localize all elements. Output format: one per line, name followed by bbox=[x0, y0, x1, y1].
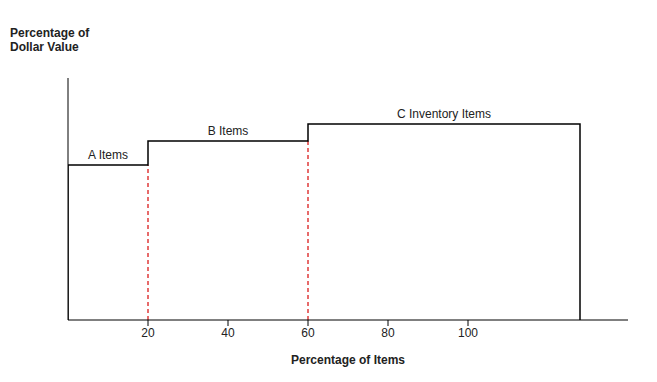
svg-text:40: 40 bbox=[221, 326, 235, 340]
svg-text:100: 100 bbox=[458, 326, 478, 340]
svg-text:B Items: B Items bbox=[208, 124, 249, 138]
svg-text:60: 60 bbox=[301, 326, 315, 340]
svg-text:80: 80 bbox=[381, 326, 395, 340]
html-text:Percentage of Dollar Value: Percentage of Dollar Value bbox=[10, 26, 90, 54]
svg-text:A Items: A Items bbox=[88, 148, 128, 162]
svg-text:Percentage of Items: Percentage of Items bbox=[291, 353, 405, 367]
svg-text:20: 20 bbox=[141, 326, 155, 340]
svg-text:C Inventory Items: C Inventory Items bbox=[397, 107, 491, 121]
